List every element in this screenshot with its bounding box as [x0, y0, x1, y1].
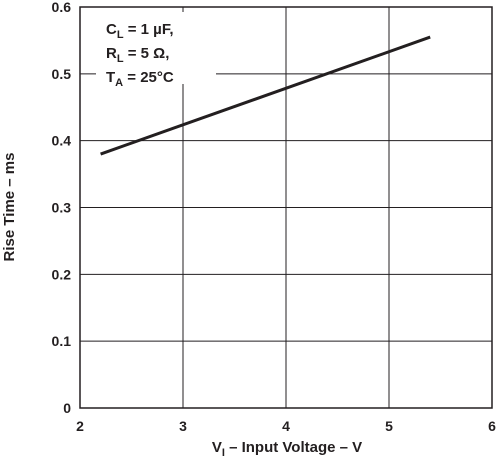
y-tick-label: 0.5: [52, 66, 72, 82]
y-tick-label: 0: [63, 400, 71, 416]
y-tick-label: 0.2: [52, 266, 72, 282]
y-tick-label: 0.4: [52, 133, 72, 149]
x-tick-label: 6: [488, 418, 496, 434]
annotation-line: TA = 25°C: [106, 69, 174, 89]
x-tick-labels: 2 3 4 5 6: [76, 418, 496, 434]
x-tick-label: 2: [76, 418, 84, 434]
y-tick-label: 0.1: [52, 333, 72, 349]
grid: [80, 7, 492, 408]
series-layer: [100, 35, 431, 156]
series-line: [100, 35, 431, 156]
plot-border: [79, 6, 493, 409]
x-tick-label: 4: [282, 418, 290, 434]
annotation-line: CL = 1 µF,: [106, 21, 174, 41]
annotation-box: CL = 1 µF, RL = 5 Ω, TA = 25°C: [96, 12, 216, 89]
y-tick-labels: 0 0.1 0.2 0.3 0.4 0.5 0.6: [52, 0, 72, 416]
annotation-line: RL = 5 Ω,: [106, 45, 169, 65]
x-tick-label: 5: [385, 418, 393, 434]
x-tick-label: 3: [179, 418, 187, 434]
annotation-background: [96, 12, 216, 84]
plot-frame: [79, 6, 493, 409]
y-tick-label: 0.6: [52, 0, 72, 15]
y-axis-title: Rise Time – ms: [1, 153, 18, 262]
y-tick-label: 0.3: [52, 200, 72, 216]
x-axis-title: VI – Input Voltage – V: [212, 439, 362, 459]
